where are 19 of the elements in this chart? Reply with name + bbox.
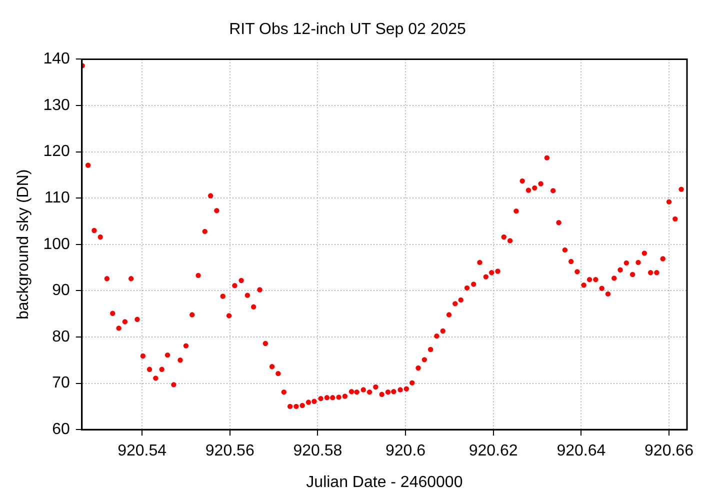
y-tick-label: 90 xyxy=(52,282,70,300)
x-tick-label: 920.56 xyxy=(205,442,254,460)
y-tick-label: 100 xyxy=(43,236,70,253)
x-axis-title: Julian Date - 2460000 xyxy=(306,474,463,491)
x-tick-label: 920.62 xyxy=(468,442,518,460)
y-axis-title: background sky (DN) xyxy=(15,169,32,320)
y-tick-label: 60 xyxy=(52,421,70,438)
x-tick-label: 920.54 xyxy=(118,442,167,460)
chart-title: RIT Obs 12-inch UT Sep 02 2025 xyxy=(229,21,466,38)
x-tick-label: 920.58 xyxy=(293,442,342,460)
x-tick-label: 920.6 xyxy=(386,442,426,460)
y-tick-label: 140 xyxy=(43,50,70,68)
y-tick-label: 130 xyxy=(43,96,70,114)
y-tick-label: 110 xyxy=(44,190,70,207)
x-tick-label: 920.64 xyxy=(556,442,606,460)
x-tick-label: 920.66 xyxy=(644,442,694,460)
y-tick-label: 80 xyxy=(52,328,70,346)
y-tick-label: 70 xyxy=(52,374,70,392)
y-tick-label: 120 xyxy=(43,143,70,160)
